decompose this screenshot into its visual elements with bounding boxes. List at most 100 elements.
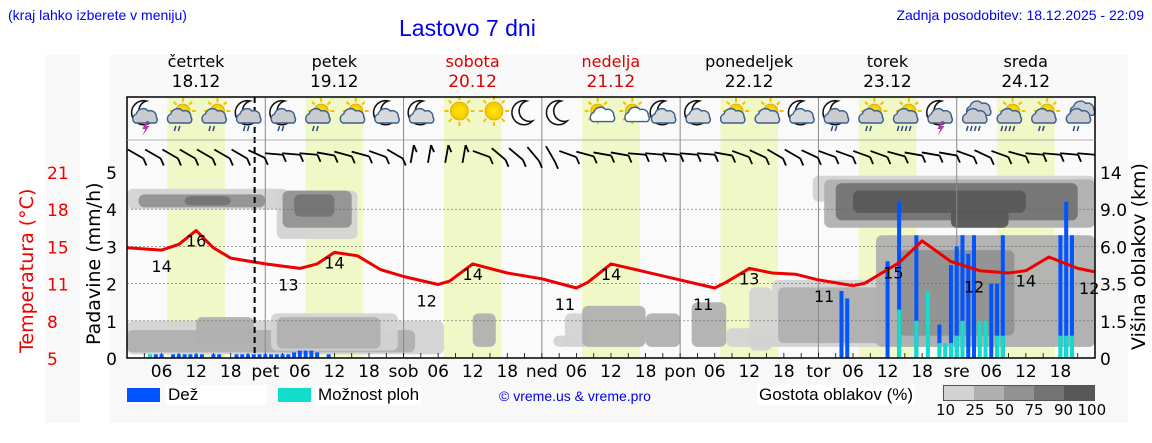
rain-bar [1069,235,1074,358]
shower-bar [897,309,902,358]
density-tick: 100 [1077,401,1107,419]
cloud-area [184,196,231,206]
precip-tick: 1 [106,313,117,333]
temperature-value-label: 14 [1016,272,1036,291]
x-tick: 18 [220,362,242,382]
moon-cloud-thunder-icon [925,99,954,136]
rain-bar [159,354,164,358]
day-name: četrtek [167,52,225,71]
rain-bar [240,354,245,358]
temperature-value-label: 11 [814,287,834,306]
x-tick: 06 [980,362,1002,382]
day-header-1: petek 19.12 [265,52,403,92]
wind-barb [351,150,370,158]
cloud-height-tick: 1.5 [1100,313,1127,333]
rain-bar [297,350,302,358]
cloud-area [645,313,681,347]
region-menu-hint[interactable]: (kraj lahko izberete v meniju) [8,7,187,23]
shower-bar [960,320,965,358]
day-date: 22.12 [724,72,774,92]
temperature-value-label: 14 [324,253,344,272]
temp-tick: 15 [47,238,69,258]
wind-barb [974,149,992,159]
rain-bar [845,298,850,358]
day-name: ponedeljek [705,52,794,71]
rain-bar [1058,235,1063,358]
shower-bar [943,343,948,358]
wind-barb [196,148,214,160]
x-tick: 12 [877,362,899,382]
rain-bar [280,354,285,358]
density-tick: 25 [965,401,985,419]
rain-bar [839,291,844,358]
precip-axis-title: Padavine (mm/h) [83,182,105,345]
shower-bar [925,291,930,358]
wind-barb [662,152,681,156]
wind-barb [368,150,387,158]
sun-cloud-rain-icon [201,98,231,132]
sun-cloud-icon [754,98,784,124]
cloud-area [276,317,381,349]
shower-bar [995,335,1000,358]
wind-barb [231,148,248,160]
day-name: torek [866,52,909,71]
shower-legend-swatch [278,388,311,402]
day-header-4: ponedeljek 22.12 [680,52,818,92]
sun-cloud-icon [719,98,749,124]
wind-barb [921,151,940,157]
wind-barb [956,150,975,158]
wind-barb [1008,150,1027,158]
wind-barb [213,148,231,160]
day-date: 24.12 [1001,72,1051,92]
rain-bar [914,235,919,358]
moon-cloud-icon [649,99,677,126]
rain-bar [1000,235,1005,358]
wind-barb [282,152,301,156]
x-tick: 12 [462,362,484,382]
rain-bar [199,354,204,358]
wind-barb [887,150,906,158]
density-swatch [944,386,974,400]
cloud-axis-title: Višina oblakov (km) [1128,163,1150,350]
wind-barb [144,148,162,160]
shower-bar [983,320,988,358]
sun-cloud-heavy-rain-icon [892,98,922,132]
precip-tick: 5 [106,164,117,184]
plot-frame [126,96,1096,359]
wind-barb [161,148,179,160]
moon-cloud-rain-icon [234,99,262,132]
copyright-link[interactable]: © vreme.us & vreme.pro [499,388,651,404]
wind-barb [409,144,415,164]
x-tick: 06 [151,362,173,382]
cloud-height-tick: 6.0 [1100,238,1127,258]
cloud-density-ticks: 10 25 50 75 90 100 [936,401,1106,419]
wind-barb [545,145,556,163]
temperature-axis-panel [45,55,80,423]
cloud-height-tick: 0 [1100,350,1111,370]
day-name: sreda [1003,52,1048,71]
wind-barb [1077,152,1095,156]
cloud-area [582,305,646,347]
wind-barb [593,151,612,157]
density-tick: 50 [995,401,1015,419]
temperature-value-label: 16 [186,232,206,251]
shower-bar [1000,335,1005,358]
rain-bar [246,354,250,358]
rain-bar [234,354,239,358]
cloud-area [196,317,254,344]
temperature-value-label: 11 [693,295,713,314]
x-tick: 12 [738,362,760,382]
x-tick: sre [944,362,970,382]
shower-bar [977,320,982,358]
cloud-area [749,287,773,351]
sun-cloud-rain-icon [166,98,196,132]
x-tick: 12 [1015,362,1037,382]
x-tick: ned [526,362,558,382]
moon-cloud-thunder-icon [130,99,158,136]
precip-tick: 4 [106,201,117,221]
x-tick: pet [251,362,279,382]
x-tick: 06 [289,362,311,382]
rain-bar [1064,201,1069,358]
